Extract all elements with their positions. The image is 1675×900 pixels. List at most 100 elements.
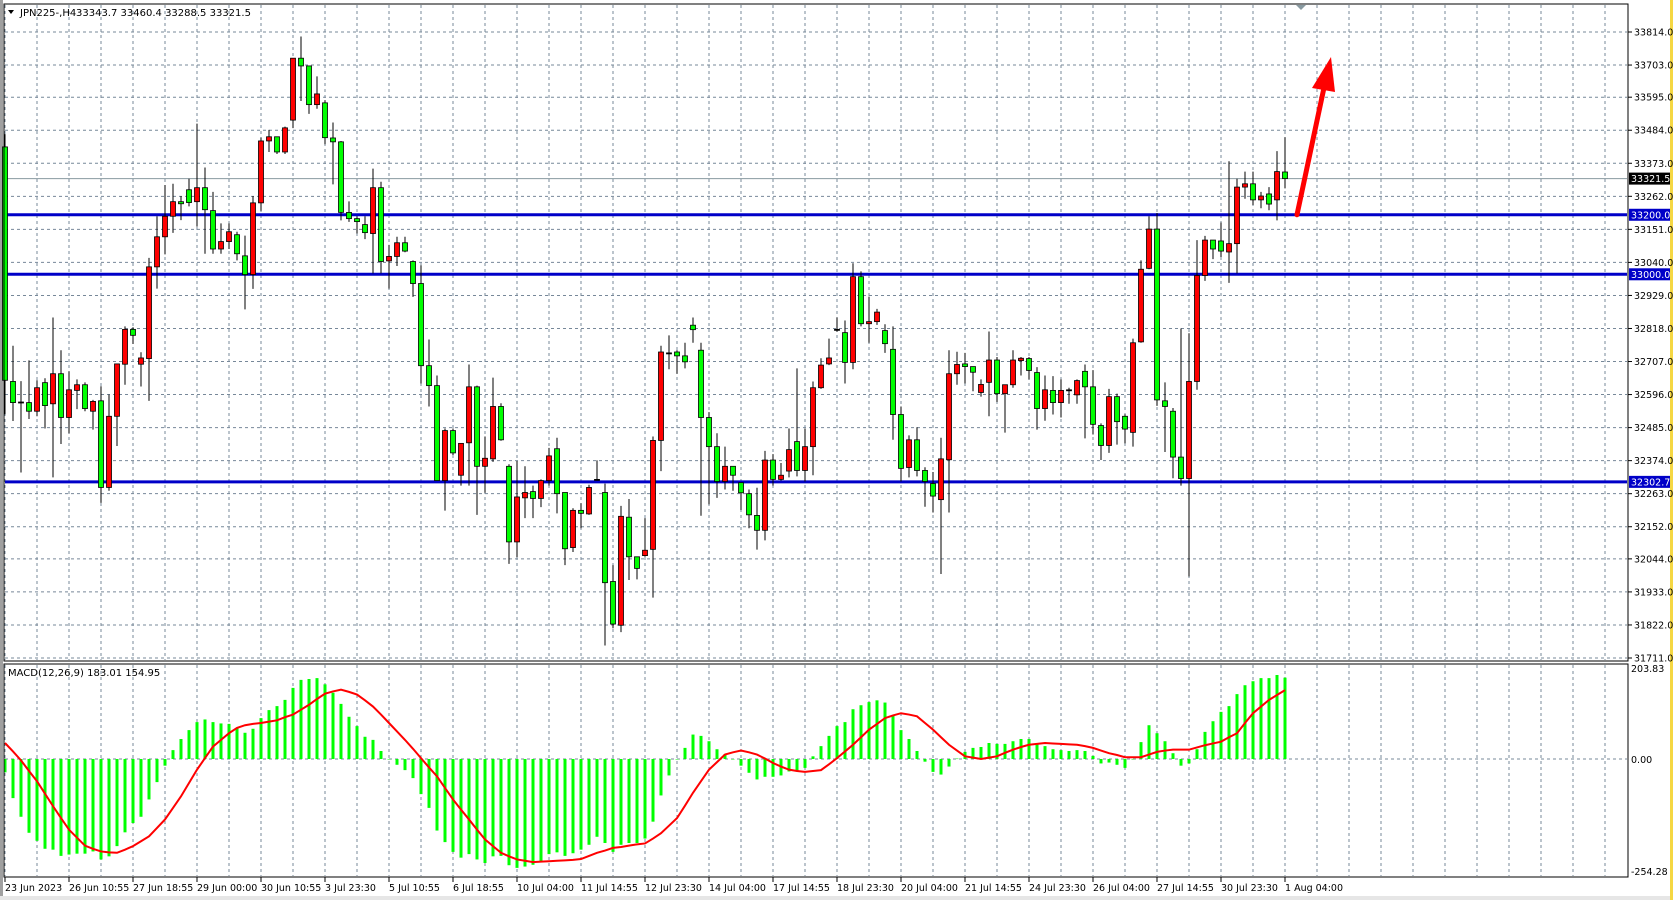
macd-histogram-bar — [11, 759, 15, 799]
candle — [178, 196, 184, 221]
candle-body — [874, 311, 880, 323]
candle — [682, 342, 688, 369]
candle-body — [882, 330, 888, 345]
candle — [370, 168, 376, 274]
candle — [714, 433, 720, 498]
candle — [882, 324, 888, 353]
macd-histogram-bar — [171, 750, 175, 759]
price-tick-label: 33814.0 — [1634, 28, 1673, 39]
macd-histogram-bar — [875, 700, 879, 759]
candle-body — [1018, 357, 1024, 362]
time-axis[interactable]: 23 Jun 2023 26 Jun 10:55 27 Jun 18:55 29 Ju… — [4, 877, 1343, 894]
candle-body — [562, 492, 568, 550]
candle-body — [634, 556, 640, 569]
candle-body — [330, 137, 336, 143]
macd-histogram-bar — [1235, 694, 1239, 759]
candle — [1170, 407, 1176, 479]
candle — [2, 134, 8, 415]
macd-histogram-bar — [1155, 733, 1159, 759]
candle — [474, 385, 480, 515]
candle — [146, 257, 152, 401]
candle — [586, 484, 592, 515]
macd-histogram-bar — [331, 692, 335, 759]
macd-histogram-bar — [43, 759, 47, 849]
candle-body — [1226, 243, 1232, 253]
macd-histogram-bar — [795, 759, 799, 772]
dropdown-triangle-icon[interactable] — [8, 10, 14, 14]
candle-body — [1042, 389, 1048, 409]
grid — [4, 5, 1627, 876]
macd-histogram-bar — [579, 759, 583, 850]
candle — [1146, 216, 1152, 270]
candle-body — [218, 241, 224, 250]
candle-body — [722, 465, 728, 482]
candle-body — [746, 493, 752, 516]
candle — [1266, 187, 1272, 211]
candle-body — [1082, 370, 1088, 388]
trend-arrow-shaft[interactable] — [1294, 80, 1328, 218]
candle-body — [1090, 386, 1096, 425]
candle — [1202, 235, 1208, 281]
candle-body — [802, 446, 808, 471]
candle — [642, 518, 648, 557]
candle-body — [1162, 400, 1168, 407]
candle-body — [554, 448, 560, 495]
candle-body — [378, 187, 384, 262]
candle-body — [298, 57, 304, 67]
candle-body — [1170, 410, 1176, 458]
candle — [1250, 171, 1256, 205]
macd-histogram-bar — [883, 702, 887, 759]
time-tick-label: 18 Jul 23:30 — [837, 883, 894, 894]
trend-arrow-up-icon[interactable] — [1312, 57, 1335, 93]
macd-histogram-bar — [291, 687, 295, 759]
candle — [418, 265, 424, 384]
macd-histogram-bar — [1091, 755, 1095, 759]
candle — [1282, 137, 1288, 189]
candle — [514, 460, 520, 558]
candle — [818, 358, 824, 389]
candle-body — [546, 455, 552, 481]
candle — [1234, 178, 1240, 274]
candle — [82, 382, 88, 412]
candle-body — [658, 351, 664, 441]
macd-histogram-bar — [1171, 753, 1175, 759]
macd-histogram-bar — [435, 759, 439, 831]
candle-body — [306, 65, 312, 106]
candle — [1106, 388, 1112, 453]
macd-histogram-bar — [899, 730, 903, 759]
macd-histogram-bar — [211, 722, 215, 759]
chart-shift-marker-icon[interactable] — [1296, 5, 1306, 10]
candle — [690, 317, 696, 343]
price-axis[interactable]: 33814.0 33703.0 33595.0 33484.0 33373.0 33262… — [1628, 28, 1673, 665]
time-tick-label: 24 Jul 23:30 — [1029, 883, 1086, 894]
candle — [666, 335, 672, 370]
macd-histogram-bar — [83, 759, 87, 854]
time-tick-label: 5 Jul 10:55 — [389, 883, 440, 894]
price-tick-label: 33484.0 — [1634, 126, 1673, 137]
annotations[interactable] — [1294, 5, 1335, 218]
macd-histogram-bar — [1139, 742, 1143, 759]
macd-histogram-bar — [1027, 739, 1031, 759]
candle — [554, 437, 560, 514]
horizontal-levels[interactable] — [5, 213, 1627, 484]
macd-histogram-bar — [307, 679, 311, 759]
candle-body — [442, 430, 448, 481]
candle — [658, 345, 664, 472]
candle-body — [1058, 389, 1064, 403]
candle — [1210, 239, 1216, 260]
candle — [634, 556, 640, 580]
macd-histogram-bar — [1131, 759, 1135, 760]
candle-body — [826, 357, 832, 365]
candle — [90, 399, 96, 430]
candle-body — [1098, 425, 1104, 446]
candle — [938, 437, 944, 575]
candle-body — [850, 276, 856, 363]
candle — [778, 463, 784, 481]
macd-histogram-bar — [203, 719, 207, 759]
macd-histogram-bar — [731, 759, 735, 760]
candle-body — [410, 261, 416, 284]
macd-histogram-bar — [1051, 749, 1055, 759]
macd-histogram-bar — [739, 759, 743, 766]
candle — [850, 263, 856, 370]
